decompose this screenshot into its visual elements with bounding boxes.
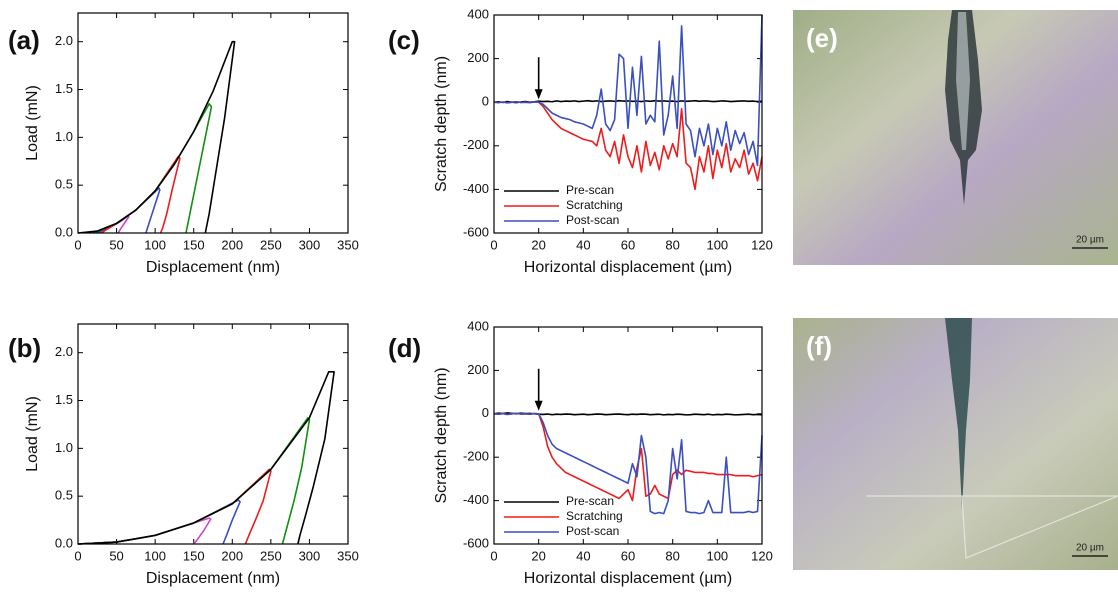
panel-label: (a) <box>8 25 40 55</box>
panel-label: (e) <box>806 23 838 53</box>
panel-label: (c) <box>388 25 420 55</box>
scale-bar-label: 20 µm <box>1076 235 1104 246</box>
y-tick-label: 0.0 <box>55 535 73 550</box>
x-tick-label: 20 <box>531 548 545 563</box>
x-tick-label: 50 <box>109 548 123 563</box>
plot-frame <box>77 12 349 234</box>
y-tick-label: -600 <box>463 224 489 239</box>
x-tick-label: 20 <box>531 237 545 252</box>
plot-frame <box>493 326 763 545</box>
y-tick-label: 1.5 <box>55 392 73 407</box>
plot-frame <box>493 14 763 234</box>
x-tick-label: 0 <box>490 237 497 252</box>
y-tick-label: 400 <box>467 6 489 21</box>
y-tick-label: 0 <box>482 405 489 420</box>
legend-label: Scratching <box>566 509 623 523</box>
y-tick-label: -200 <box>463 449 489 464</box>
x-tick-label: 350 <box>337 548 359 563</box>
y-axis-title: Scratch depth (nm) <box>433 56 450 192</box>
y-tick-label: -200 <box>463 137 489 152</box>
y-tick-label: 0.5 <box>55 177 73 192</box>
x-tick-label: 80 <box>665 237 679 252</box>
y-tick-label: 0.0 <box>55 224 73 239</box>
panel-label: (d) <box>388 333 421 363</box>
x-axis-title: Displacement (nm) <box>146 259 280 276</box>
data-line <box>493 14 763 167</box>
x-tick-label: 40 <box>576 237 590 252</box>
x-tick-label: 80 <box>665 548 679 563</box>
y-axis-title: Load (mN) <box>24 396 41 472</box>
plot-frame <box>77 323 349 545</box>
x-tick-label: 100 <box>706 548 728 563</box>
panel-label: (f) <box>806 331 832 361</box>
data-line <box>493 99 763 104</box>
y-tick-label: 2.0 <box>55 33 73 48</box>
y-tick-label: 1.0 <box>55 440 73 455</box>
x-tick-label: 120 <box>751 237 773 252</box>
data-line <box>77 499 241 545</box>
panel-label: (b) <box>8 333 41 363</box>
x-tick-label: 0 <box>74 548 81 563</box>
x-tick-label: 300 <box>299 237 321 252</box>
legend-label: Post-scan <box>566 524 619 538</box>
legend-label: Scratching <box>566 198 623 212</box>
arrow-head <box>534 89 543 100</box>
micrograph <box>793 10 1118 265</box>
data-line <box>77 468 272 545</box>
y-tick-label: 200 <box>467 50 489 65</box>
legend-label: Post-scan <box>566 213 619 227</box>
data-line <box>77 517 212 545</box>
y-tick-label: 1.0 <box>55 129 73 144</box>
y-axis-title: Scratch depth (nm) <box>433 367 450 503</box>
x-tick-label: 250 <box>260 237 282 252</box>
y-tick-label: 0 <box>482 94 489 109</box>
x-tick-label: 50 <box>109 237 123 252</box>
y-tick-label: 0.5 <box>55 488 73 503</box>
y-tick-label: 200 <box>467 362 489 377</box>
data-line <box>77 416 311 545</box>
x-axis-title: Displacement (nm) <box>146 570 280 587</box>
y-tick-label: 1.5 <box>55 81 73 96</box>
y-tick-label: -400 <box>463 181 489 196</box>
x-tick-label: 250 <box>260 548 282 563</box>
y-tick-label: -600 <box>463 535 489 550</box>
data-line <box>493 412 763 515</box>
y-tick-label: -400 <box>463 492 489 507</box>
x-tick-label: 60 <box>621 237 635 252</box>
x-tick-label: 0 <box>490 548 497 563</box>
arrow-head <box>534 400 543 411</box>
micrograph <box>793 318 1118 570</box>
x-tick-label: 350 <box>337 237 359 252</box>
x-tick-label: 150 <box>183 237 205 252</box>
x-tick-label: 100 <box>144 237 166 252</box>
legend-label: Pre-scan <box>566 494 614 508</box>
x-tick-label: 300 <box>299 548 321 563</box>
x-tick-label: 100 <box>144 548 166 563</box>
x-tick-label: 200 <box>221 237 243 252</box>
x-tick-label: 150 <box>183 548 205 563</box>
x-tick-label: 200 <box>221 548 243 563</box>
legend-label: Pre-scan <box>566 183 614 197</box>
x-tick-label: 100 <box>706 237 728 252</box>
y-axis-title: Load (mN) <box>24 85 41 161</box>
scale-bar-label: 20 µm <box>1076 543 1104 554</box>
x-axis-title: Horizontal displacement (µm) <box>524 259 732 276</box>
y-tick-label: 2.0 <box>55 344 73 359</box>
data-line <box>77 371 335 545</box>
y-tick-label: 400 <box>467 318 489 333</box>
x-tick-label: 0 <box>74 237 81 252</box>
x-tick-label: 120 <box>751 548 773 563</box>
data-line <box>100 155 181 234</box>
x-axis-title: Horizontal displacement (µm) <box>524 570 732 587</box>
data-line <box>493 412 763 502</box>
data-line <box>77 40 236 234</box>
x-tick-label: 40 <box>576 548 590 563</box>
x-tick-label: 60 <box>621 548 635 563</box>
